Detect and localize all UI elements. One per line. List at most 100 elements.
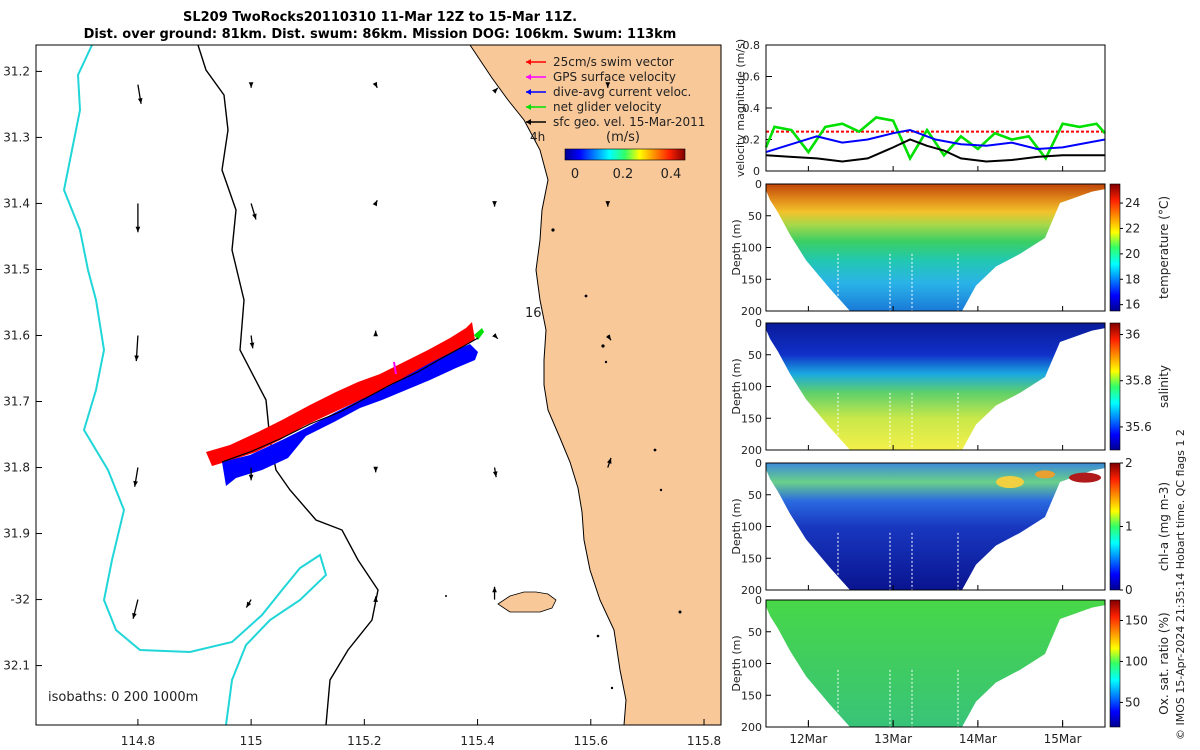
section-ytick-label: 0 xyxy=(755,178,762,191)
section-ytick-label: 150 xyxy=(741,689,762,702)
section-field xyxy=(766,600,1105,727)
gps-surface-velocity xyxy=(393,361,397,375)
current-vector-arrow xyxy=(137,84,143,104)
colorbar-label: temperature (°C) xyxy=(1157,196,1171,299)
section-ytick-label: 100 xyxy=(741,242,762,255)
dive-avg-current xyxy=(222,344,478,486)
isobaths-label: isobaths: 0 200 1000m xyxy=(48,690,198,705)
isobath-200m xyxy=(62,45,328,725)
map-xtick-label: 115.6 xyxy=(574,734,608,748)
map-xtick-label: 114.8 xyxy=(121,734,155,748)
section-ytick-label: 200 xyxy=(741,721,762,734)
map-ytick-label: 32.1 xyxy=(3,659,30,673)
map-xtick-label: 115 xyxy=(240,734,263,748)
map-ytick-label: 31.7 xyxy=(3,395,30,409)
section-field xyxy=(766,184,1105,311)
section-ytick-label: 100 xyxy=(741,521,762,534)
colorbar-tick-label: 50 xyxy=(1125,695,1140,709)
glider-track xyxy=(221,337,479,463)
coastline xyxy=(469,45,627,725)
map-xtick-label: 115.8 xyxy=(687,734,721,748)
chart-title-line1: SL209 TwoRocks20110310 11-Mar 12Z to 15-… xyxy=(183,10,577,25)
velocity-ytick-label: 0.4 xyxy=(743,102,761,115)
island xyxy=(497,591,557,613)
colorbar-label: salinity xyxy=(1157,365,1171,408)
current-vector-arrow xyxy=(245,599,252,608)
current-vector-arrow xyxy=(133,467,139,487)
velocity-ytick-label: 0.8 xyxy=(743,39,761,52)
legend-item: 25cm/s swim vector xyxy=(526,55,674,69)
legend-label: 25cm/s swim vector xyxy=(553,55,674,69)
colorbar-tick-label: 18 xyxy=(1125,272,1140,286)
map-annotation: 16 xyxy=(525,306,542,321)
velocity-background xyxy=(766,45,1105,171)
legend-label: net glider velocity xyxy=(553,100,661,114)
colorbar-tick-label: 2 xyxy=(1125,456,1133,470)
time-tick-label: 13Mar xyxy=(874,732,912,746)
velocity-ytick-label: 0.6 xyxy=(743,71,761,84)
current-vector-arrow xyxy=(607,457,612,468)
velocity-series-line xyxy=(765,129,1106,154)
speed-colorbar xyxy=(564,148,686,161)
current-vector-arrow xyxy=(605,201,611,207)
colorbar-tick-label: 1 xyxy=(1125,520,1133,534)
section-ylabel: Depth (m) xyxy=(730,498,743,554)
coastal-rocks xyxy=(445,228,682,690)
legend-item: sfc geo. vel. 15-Mar-2011 xyxy=(526,115,705,129)
section-colorbar xyxy=(1109,462,1121,591)
section-panel-chla: 0 50 100 150 200 Depth (m) 0 1 2 chl-a (mg m-3) xyxy=(730,456,1171,597)
colorbar-tick-label: 100 xyxy=(1125,654,1148,668)
section-ylabel: Depth (m) xyxy=(730,219,743,275)
velocity-ytick-label: 0.2 xyxy=(743,134,761,147)
colorbar-tick-label: 16 xyxy=(1125,298,1140,312)
velocity-frame xyxy=(765,44,1106,172)
map-ytick-label: 31.2 xyxy=(3,64,30,78)
current-vector-arrow xyxy=(605,82,611,88)
colorbar-tick-label: 35.6 xyxy=(1125,420,1152,434)
current-vector-arrow xyxy=(132,599,139,619)
current-vector-arrow xyxy=(492,333,499,340)
legend-note-4h: 4h xyxy=(530,130,545,144)
map-ytick-label: 31.9 xyxy=(3,527,30,541)
map-frame xyxy=(35,44,722,726)
colorbar-tick-label: 0 xyxy=(571,167,579,182)
current-vector-arrow xyxy=(373,330,379,337)
colorbar-tick-label: 0 xyxy=(1125,583,1133,597)
net-velocity-marks xyxy=(474,328,484,340)
time-tick-label: 15Mar xyxy=(1044,732,1082,746)
section-ytick-label: 0 xyxy=(755,317,762,330)
time-axis: 12Mar 13Mar 14Mar 15Mar xyxy=(789,720,1082,746)
velocity-series-line xyxy=(764,116,1106,162)
time-tick-label: 12Mar xyxy=(789,732,827,746)
colorbar-tick-label: 0.4 xyxy=(661,167,682,182)
current-vector-arrow xyxy=(492,586,497,600)
velocity-ytick-label: 0 xyxy=(753,165,760,178)
map-xtick-label: 115.4 xyxy=(460,734,494,748)
map-ytick-label: 31.5 xyxy=(3,262,30,276)
section-ytick-label: 150 xyxy=(741,273,762,286)
velocity-panel: 0 0.2 0.4 0.6 0.8 velocity magnitude (m/s) xyxy=(734,39,1106,178)
current-vector-arrow xyxy=(373,596,379,602)
colorbar-tick-label: 35.8 xyxy=(1125,374,1152,388)
legend-item: dive-avg current veloc. xyxy=(526,85,691,99)
map-ytick-label: 31.3 xyxy=(3,130,30,144)
land-polygon xyxy=(470,45,721,725)
map-ytick-label: 31.8 xyxy=(3,461,30,475)
legend-label: GPS surface velocity xyxy=(553,70,676,84)
colorbar-tick-label: 36 xyxy=(1125,328,1140,342)
map-ytick-label: 31.6 xyxy=(3,328,30,342)
section-ytick-label: 0 xyxy=(755,594,762,607)
section-ylabel: Depth (m) xyxy=(730,358,743,414)
section-ytick-label: 50 xyxy=(748,489,762,502)
map-ytick-label: 31.4 xyxy=(3,196,30,210)
copyright-note: © IMOS 15-Apr-2024 21:35:14 Hobart time.… xyxy=(1174,429,1187,740)
current-vector-arrow xyxy=(248,467,254,481)
section-ytick-label: 150 xyxy=(741,552,762,565)
current-vector-arrow xyxy=(134,335,139,362)
colorbar-tick-label: 22 xyxy=(1125,221,1140,235)
section-ytick-label: 50 xyxy=(748,210,762,223)
section-ytick-label: 100 xyxy=(741,381,762,394)
